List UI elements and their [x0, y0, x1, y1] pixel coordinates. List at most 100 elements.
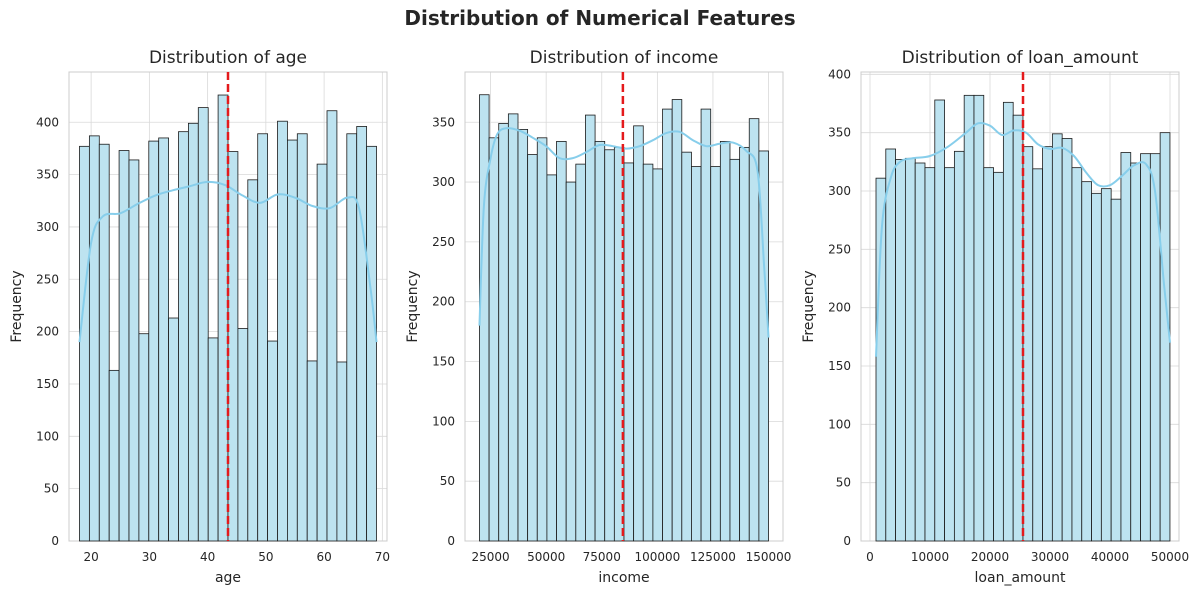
x-tick-label: 25000	[471, 550, 509, 564]
x-tick-label: 30000	[1031, 550, 1069, 564]
y-tick-label: 350	[432, 115, 455, 129]
histogram-bar	[1012, 114, 1024, 542]
kde-line	[78, 180, 378, 343]
histogram-bar	[652, 168, 663, 542]
histogram-bar	[681, 151, 692, 542]
histogram-bar	[662, 108, 673, 542]
y-tick-label: 150	[432, 355, 455, 369]
histogram-bar	[1071, 167, 1083, 542]
x-tick-label: 125000	[690, 550, 736, 564]
histogram-bar	[138, 333, 150, 542]
histogram-bar	[98, 143, 110, 542]
y-axis-label: Frequency	[405, 270, 421, 342]
y-tick-label: 200	[828, 301, 851, 315]
histogram-bar	[1051, 133, 1063, 542]
histogram-bar	[128, 159, 140, 542]
histogram-bar	[934, 99, 945, 542]
histogram-bar	[296, 133, 308, 542]
y-tick-label: 350	[828, 126, 851, 140]
histogram-bar	[719, 140, 731, 542]
histogram-bar	[895, 159, 906, 542]
x-tick-label: 50000	[527, 550, 565, 564]
y-tick-label: 50	[440, 474, 455, 488]
histogram-bar	[739, 146, 750, 542]
subplot-title: Distribution of income	[530, 48, 719, 68]
histogram-bar	[536, 137, 548, 542]
y-tick-label: 0	[51, 534, 59, 548]
x-tick-label: 75000	[583, 550, 621, 564]
y-tick-label: 200	[432, 295, 455, 309]
x-axis-label: income	[598, 570, 649, 586]
histogram-bar	[237, 328, 249, 542]
y-tick-label: 0	[447, 534, 455, 548]
y-tick-label: 150	[828, 359, 851, 373]
x-tick-label: 0	[866, 550, 874, 564]
histogram-bar	[963, 94, 975, 542]
histogram-bar	[1120, 152, 1132, 542]
histogram-bar	[517, 129, 529, 542]
histogram-bar	[1140, 153, 1151, 542]
histogram-bar	[1149, 153, 1161, 542]
histogram-bar	[227, 151, 239, 542]
histogram-bar	[168, 317, 179, 542]
subplot-title: Distribution of age	[149, 48, 307, 68]
histogram-bar	[1022, 146, 1034, 542]
x-tick-label: 50000	[1151, 550, 1189, 564]
histogram-bar	[1110, 198, 1122, 542]
x-tick-label: 150000	[746, 550, 792, 564]
histogram-bar	[748, 118, 760, 542]
histogram-bar	[257, 133, 269, 542]
subplot-title: Distribution of loan_amount	[902, 48, 1139, 68]
histogram-bar	[924, 167, 936, 542]
x-axis-label: loan_amount	[975, 570, 1066, 586]
y-tick-label: 100	[432, 414, 455, 428]
histogram-bar	[346, 133, 358, 542]
histogram-bar	[904, 157, 916, 542]
histogram-bar	[885, 148, 896, 542]
figure-title: Distribution of Numerical Features	[404, 6, 796, 30]
y-tick-label: 300	[432, 175, 455, 189]
histogram-bar	[1091, 192, 1102, 542]
histogram-bar	[944, 167, 955, 542]
histogram-bar	[108, 369, 120, 542]
histogram-bar	[565, 181, 577, 542]
y-tick-label: 250	[36, 272, 59, 286]
histogram-bar	[507, 113, 519, 542]
histogram-bar	[993, 171, 1004, 542]
x-tick-label: 30	[142, 550, 157, 564]
x-tick-label: 20	[83, 550, 98, 564]
histogram-bar	[1042, 146, 1053, 542]
y-axis-label: Frequency	[801, 270, 817, 342]
histogram-bar	[356, 126, 368, 542]
histogram-bar	[326, 110, 338, 542]
x-tick-label: 20000	[971, 550, 1009, 564]
kde-line	[875, 121, 1171, 357]
histogram-bar	[1061, 138, 1073, 542]
y-tick-label: 50	[836, 476, 851, 490]
x-tick-label: 10000	[911, 550, 949, 564]
histogram-bar	[366, 145, 377, 542]
histogram-bar	[691, 166, 702, 542]
histogram-bar	[316, 163, 328, 542]
histogram-bar	[1100, 188, 1112, 542]
y-tick-label: 250	[432, 235, 455, 249]
histogram-bar	[556, 140, 567, 542]
histogram-bar	[914, 162, 926, 542]
subplot-1: 20 30 40 50 60 70 0 50 100 150 200 250 300 350 400 Dist…	[9, 48, 390, 586]
x-tick-label: 40	[200, 550, 215, 564]
histogram-bar	[498, 123, 509, 542]
histogram-bar	[197, 107, 209, 542]
histogram-bar	[217, 94, 229, 542]
histogram-bar	[336, 361, 348, 542]
histogram-bar	[604, 149, 615, 542]
histogram-bar	[1032, 168, 1043, 542]
histogram-bar	[488, 137, 500, 542]
histogram-bar	[277, 120, 288, 542]
histogram-bar	[623, 162, 635, 542]
x-tick-label: 100000	[634, 550, 680, 564]
histogram-bar	[287, 139, 298, 542]
histogram-bar	[479, 94, 490, 542]
y-tick-label: 100	[36, 429, 59, 443]
histogram-bar	[88, 135, 100, 542]
histogram-bar	[546, 174, 557, 542]
